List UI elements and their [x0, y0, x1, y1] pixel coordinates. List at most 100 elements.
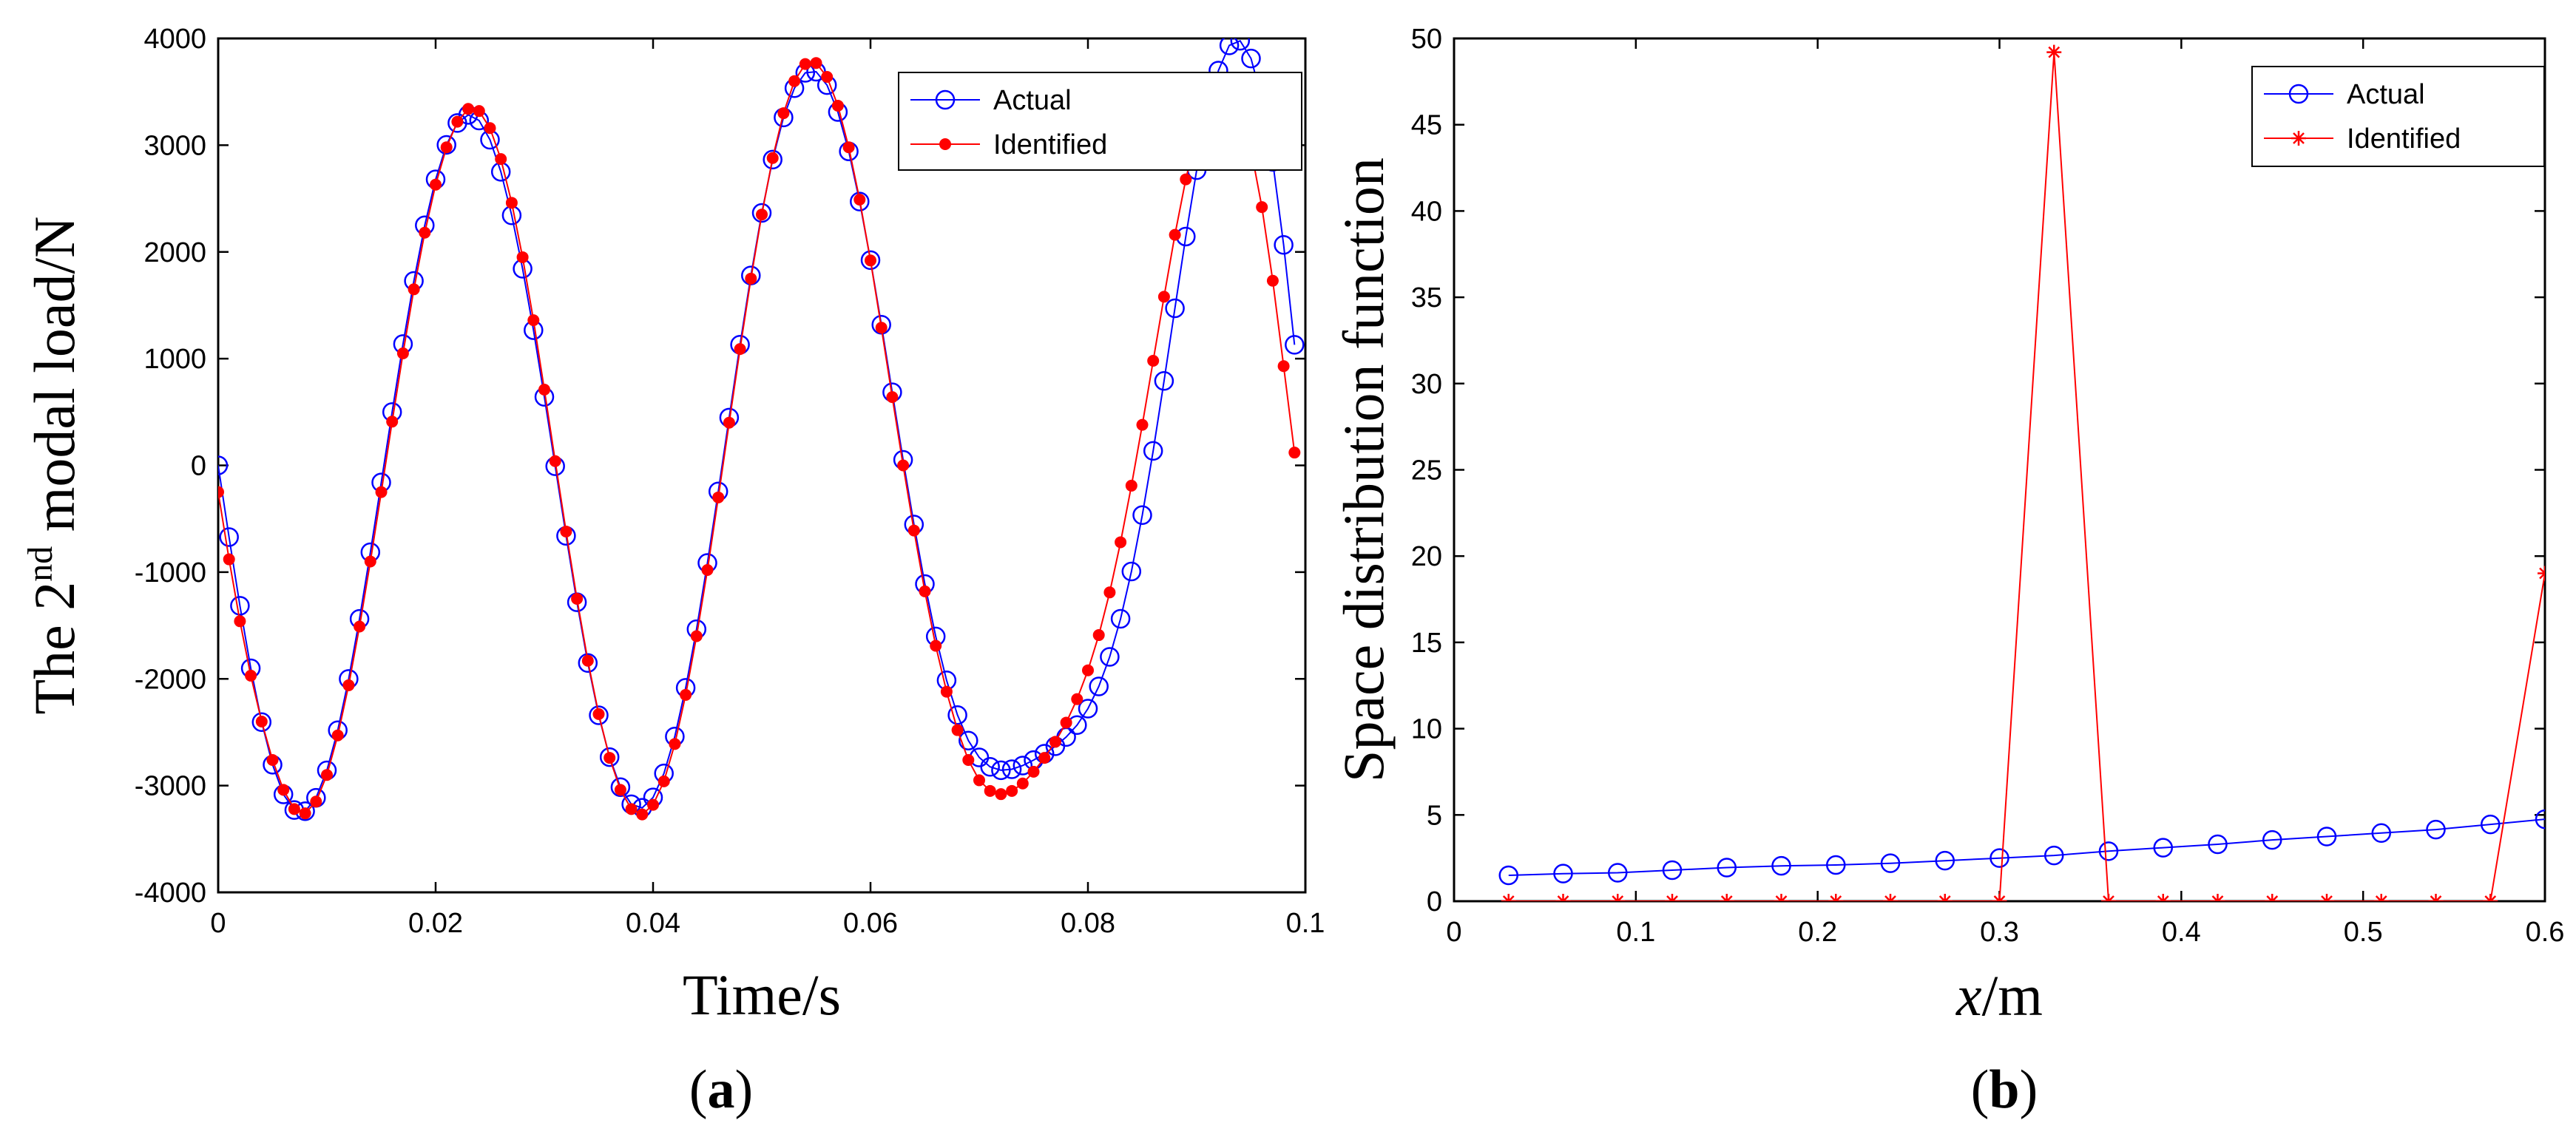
data-point-identified: [419, 226, 431, 239]
data-point-actual: [1013, 756, 1033, 776]
x-tick-label: 0.6: [2526, 917, 2565, 948]
data-point-identified: [647, 798, 659, 811]
panel-label-letter: a: [708, 1059, 735, 1120]
y-axis-label: The 2nd modal load/N: [21, 216, 87, 714]
data-point-actual: [578, 653, 598, 673]
data-point-actual: [589, 705, 609, 725]
data-point-identified: [940, 685, 953, 698]
data-point-actual: [1498, 865, 1518, 886]
data-point-identified: [310, 795, 322, 808]
data-point-identified: [592, 708, 605, 720]
legend-label-actual: Actual: [993, 85, 1072, 116]
data-point-identified: [2265, 894, 2280, 901]
data-point-identified: [223, 553, 235, 566]
y-axis-label-superscript: nd: [21, 546, 60, 582]
data-point-identified: [538, 383, 550, 396]
legend-marker-actual: [935, 89, 956, 110]
data-point-identified: [886, 391, 899, 404]
plot-area: [1498, 44, 2545, 901]
panel-label-letter: b: [1989, 1059, 2019, 1120]
y-tick-label: 25: [1411, 455, 1442, 486]
data-point-identified: [2210, 894, 2225, 901]
data-point-identified: [560, 526, 572, 538]
data-point-identified: [2428, 894, 2444, 901]
data-point-actual: [2044, 845, 2064, 866]
data-point-identified: [375, 486, 388, 498]
data-point-actual: [1230, 38, 1251, 51]
data-point-identified: [604, 752, 616, 764]
y-tick-label: 30: [1411, 369, 1442, 400]
data-point-identified: [440, 141, 453, 154]
x-axis-label-unit: /m: [1982, 963, 2043, 1028]
data-point-actual: [1121, 561, 1142, 582]
data-point-actual: [850, 191, 870, 211]
data-point-identified: [1555, 894, 1571, 901]
data-point-actual: [991, 760, 1011, 781]
data-point-identified: [1883, 894, 1898, 901]
data-point-actual: [610, 777, 631, 798]
x-axis-label: Time/s: [683, 963, 841, 1027]
data-point-actual: [2262, 829, 2282, 850]
data-point-identified: [245, 669, 257, 682]
data-point-identified: [1665, 894, 1680, 901]
data-point-actual: [763, 149, 782, 170]
data-point-identified: [788, 75, 801, 87]
data-point-identified: [842, 141, 855, 154]
data-point-identified: [853, 194, 866, 206]
data-point-actual: [2208, 834, 2228, 855]
data-point-actual: [1001, 759, 1022, 779]
plot-frame: [217, 37, 1307, 894]
data-point-identified: [690, 630, 703, 642]
data-point-identified: [810, 57, 822, 69]
data-point-identified: [505, 197, 518, 209]
data-point-identified: [614, 784, 626, 796]
data-point-identified: [1027, 765, 1040, 778]
legend: Actual Identified: [898, 72, 1302, 171]
data-point-identified: [865, 254, 876, 267]
data-point-identified: [288, 803, 300, 815]
data-point-identified: [1288, 447, 1301, 459]
data-point-actual: [959, 730, 978, 750]
data-point-identified: [1828, 894, 1844, 901]
data-point-identified: [875, 322, 888, 334]
data-point-identified: [277, 784, 290, 796]
data-point-actual: [1990, 848, 2009, 868]
data-point-identified: [1082, 664, 1094, 676]
legend: Actual Identified: [2251, 66, 2545, 167]
data-point-actual: [2153, 838, 2173, 858]
data-point-identified: [342, 679, 355, 691]
data-point-actual: [2481, 814, 2501, 835]
data-point-actual: [1285, 335, 1305, 355]
data-point-identified: [1501, 894, 1516, 901]
data-point-identified: [984, 784, 996, 797]
data-point-identified: [549, 455, 561, 467]
x-tick-label: 0.08: [1061, 908, 1115, 939]
data-point-identified: [745, 272, 757, 285]
data-point-identified: [1071, 693, 1084, 705]
legend-label-identified: Identified: [993, 129, 1107, 160]
series-actual: [1498, 809, 2545, 886]
panel-label-open: (: [1971, 1059, 1990, 1120]
legend-label-identified: Identified: [2347, 123, 2461, 155]
data-point-identified: [831, 99, 844, 112]
y-tick-label: -3000: [135, 771, 206, 802]
panel-label: (a): [689, 1059, 753, 1120]
y-tick-label: 2000: [143, 237, 206, 268]
data-point-identified: [712, 491, 725, 503]
panel-label-open: (: [689, 1059, 708, 1120]
x-tick-label: 0.02: [408, 908, 463, 939]
data-point-identified: [701, 563, 714, 576]
y-tick-label: 3000: [143, 130, 206, 161]
data-point-actual: [218, 455, 229, 475]
data-point-identified: [930, 639, 942, 652]
data-point-actual: [1219, 38, 1240, 55]
data-point-identified: [571, 592, 584, 605]
data-point-identified: [777, 107, 790, 120]
data-point-identified: [1115, 536, 1127, 549]
data-point-actual: [1717, 858, 1737, 878]
y-tick-label: 45: [1411, 110, 1442, 141]
data-point-identified: [1147, 355, 1160, 367]
data-point-identified: [680, 688, 692, 701]
data-point-identified: [756, 208, 768, 221]
data-point-identified: [299, 807, 311, 820]
